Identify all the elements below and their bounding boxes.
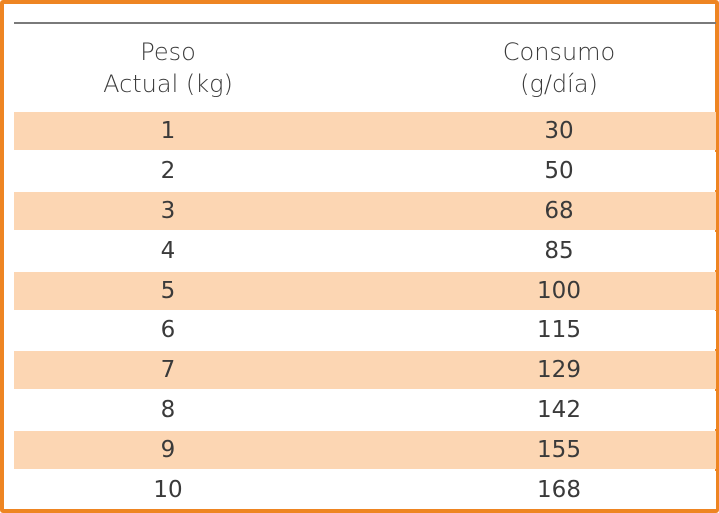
header-weight-line1: Peso bbox=[140, 38, 196, 66]
weight-cell: 10 bbox=[153, 477, 183, 504]
table-row: 4 85 bbox=[14, 231, 716, 270]
weight-cell: 5 bbox=[160, 277, 176, 304]
table-header: Peso Actual (kg) Consumo (g/día) bbox=[14, 26, 716, 110]
consumption-cell: 68 bbox=[544, 197, 574, 224]
consumption-cell: 100 bbox=[537, 277, 581, 304]
table-row: 6 115 bbox=[14, 311, 716, 350]
table-row: 9 155 bbox=[14, 431, 716, 470]
header-consumption-line2: (g/día) bbox=[520, 70, 598, 98]
header-consumption: Consumo (g/día) bbox=[394, 36, 719, 100]
header-weight-line2: Actual (kg) bbox=[103, 70, 233, 98]
header-consumption-line1: Consumo bbox=[502, 38, 616, 66]
table-row: 5 100 bbox=[14, 271, 716, 310]
weight-cell: 3 bbox=[160, 197, 176, 224]
consumption-cell: 155 bbox=[537, 437, 581, 464]
weight-cell: 8 bbox=[160, 397, 176, 424]
table-row: 3 68 bbox=[14, 191, 716, 230]
weight-cell: 9 bbox=[160, 437, 176, 464]
header-weight: Peso Actual (kg) bbox=[14, 36, 322, 100]
header-top-rule bbox=[14, 22, 716, 24]
table-row: 10 168 bbox=[14, 471, 716, 510]
weight-cell: 4 bbox=[160, 237, 176, 264]
weight-cell: 1 bbox=[160, 118, 176, 144]
consumption-cell: 129 bbox=[537, 357, 581, 384]
consumption-cell: 30 bbox=[544, 118, 574, 144]
consumption-cell: 115 bbox=[537, 317, 581, 344]
consumption-cell: 142 bbox=[537, 397, 581, 424]
consumption-cell: 50 bbox=[544, 157, 574, 184]
weight-cell: 2 bbox=[160, 157, 176, 184]
weight-cell: 7 bbox=[160, 357, 176, 384]
table-row: 7 129 bbox=[14, 351, 716, 390]
table-body: 1 30 2 50 3 68 4 85 5 100 6 115 7 129 8 bbox=[14, 112, 716, 511]
consumption-cell: 85 bbox=[544, 237, 574, 264]
weight-cell: 6 bbox=[160, 317, 176, 344]
consumption-cell: 168 bbox=[537, 477, 581, 504]
table-row: 8 142 bbox=[14, 391, 716, 430]
table-row: 1 30 bbox=[14, 112, 716, 150]
table-row: 2 50 bbox=[14, 151, 716, 190]
